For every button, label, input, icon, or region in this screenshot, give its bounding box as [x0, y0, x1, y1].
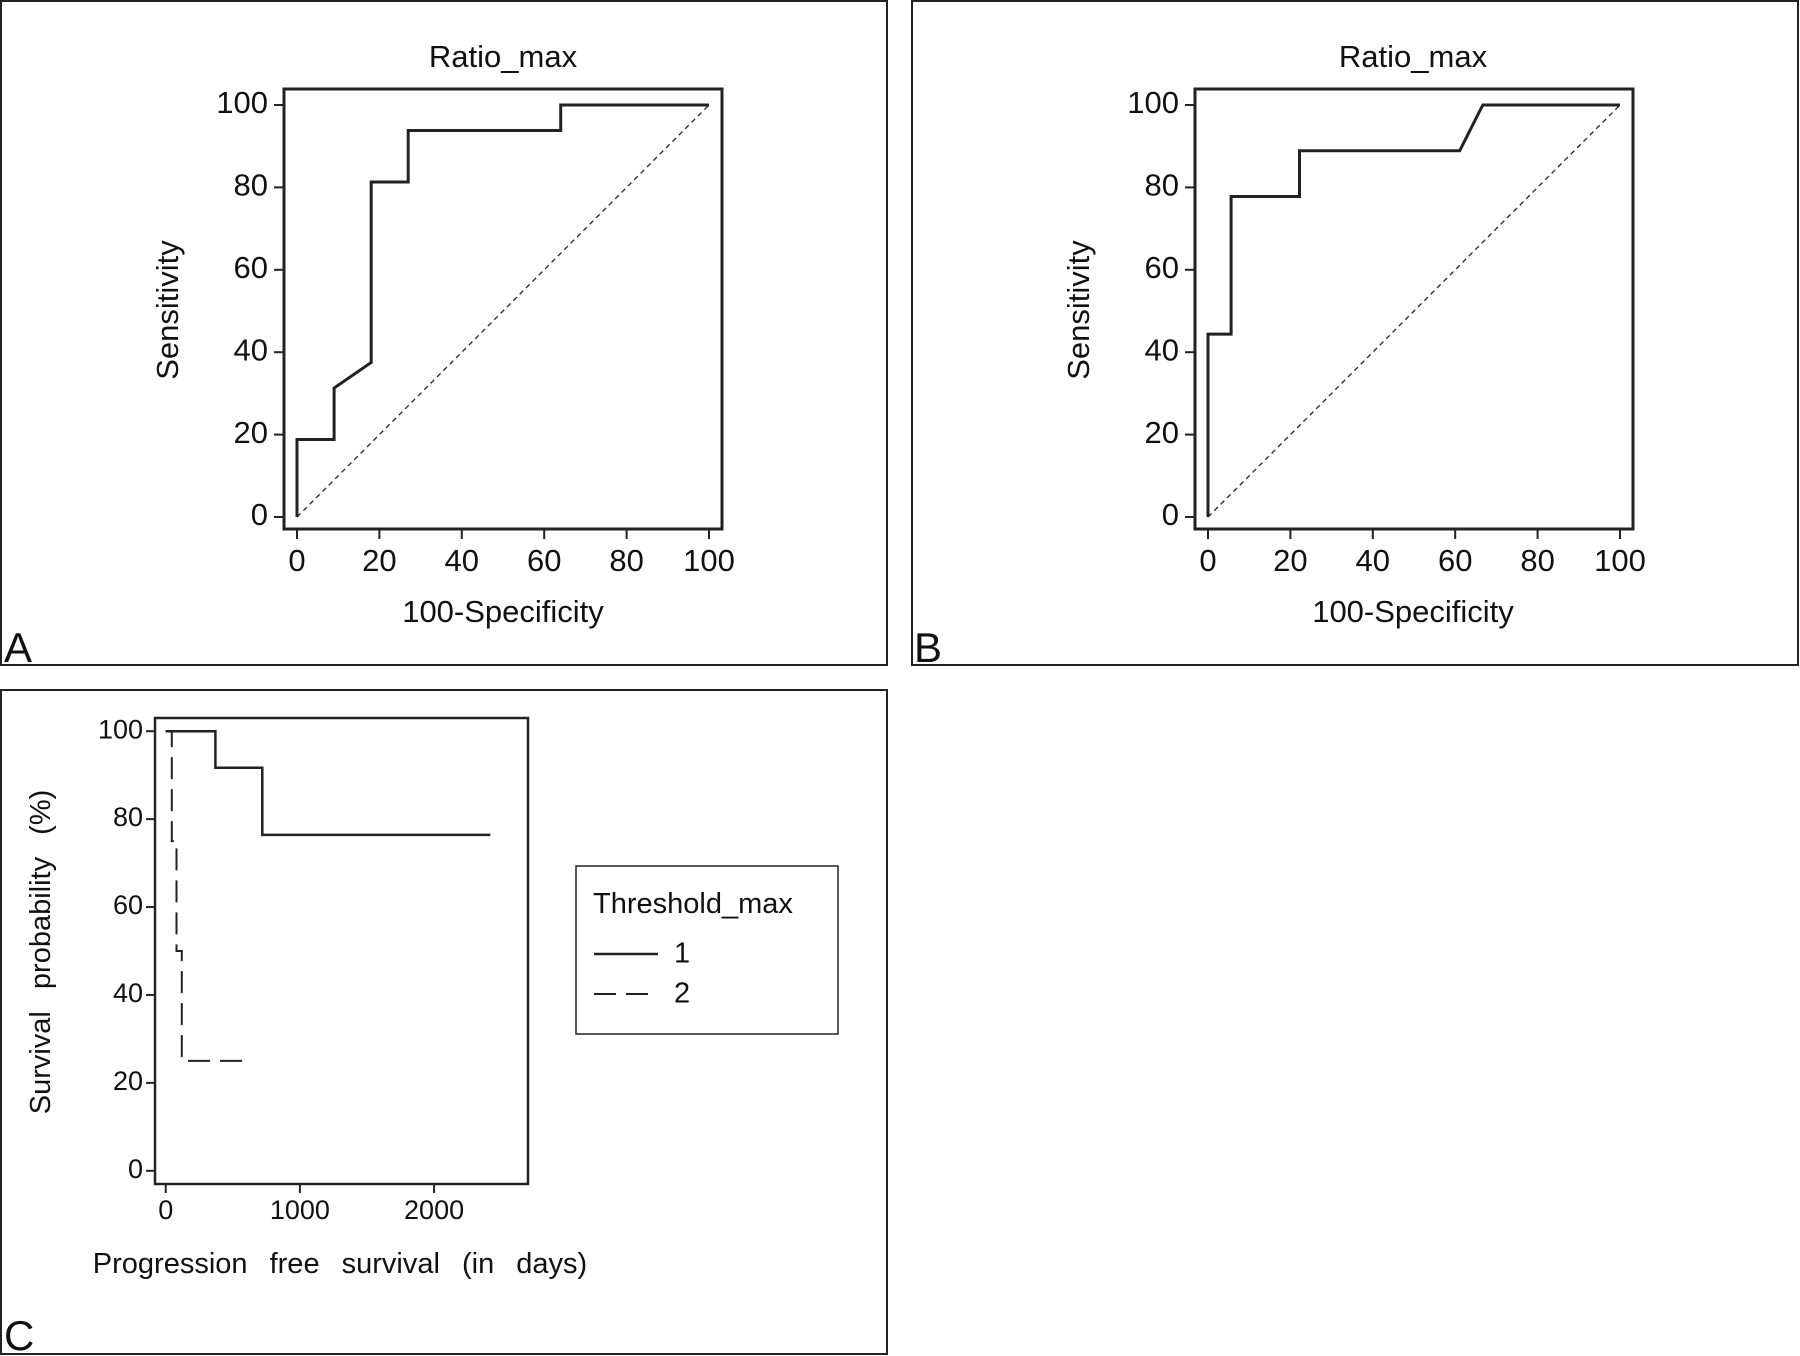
- c-y-tick-label: 20: [113, 1066, 143, 1096]
- panel-c-chart: 0 1000 2000 0 20 40 60 80 100 Progression free …: [25, 714, 839, 1280]
- panel-b-y-axis-label: Sensitivity: [1061, 240, 1096, 380]
- b-x-tick-label: 100: [1594, 543, 1646, 578]
- a-y-tick-label: 40: [234, 332, 268, 367]
- c-y-tick-label: 0: [128, 1154, 143, 1184]
- a-y-tick-label: 80: [234, 168, 268, 203]
- panel-c-y-axis-label: Survival probability (%): [25, 790, 57, 1115]
- a-x-tick-label: 80: [609, 543, 643, 578]
- panel-a-title: Ratio_max: [429, 39, 578, 74]
- b-x-tick-label: 0: [1199, 543, 1216, 578]
- a-y-tick-label: 100: [216, 85, 268, 120]
- b-x-tick-label: 20: [1273, 543, 1307, 578]
- panel-b-roc-curve: [1206, 103, 1620, 517]
- panel-b-letter: B: [914, 624, 942, 671]
- b-x-tick-label: 80: [1520, 543, 1554, 578]
- panel-b-plot-area: [1193, 87, 1635, 531]
- panel-c-x-ticks: 0 1000 2000: [158, 1184, 464, 1225]
- panel-a-frame: [0, 0, 888, 666]
- panel-b-frame: [911, 0, 1799, 666]
- panel-a-y-axis-label: Sensitivity: [150, 240, 185, 380]
- a-y-tick-label: 0: [251, 497, 268, 532]
- b-y-tick-label: 80: [1145, 168, 1179, 203]
- panel-b-title: Ratio_max: [1339, 39, 1488, 74]
- legend-series-1-label: 1: [674, 938, 690, 970]
- a-x-tick-label: 40: [445, 543, 479, 578]
- c-y-tick-label: 60: [113, 890, 143, 920]
- b-x-tick-label: 60: [1438, 543, 1472, 578]
- a-x-tick-label: 100: [683, 543, 735, 578]
- b-y-tick-label: 20: [1145, 415, 1179, 450]
- panel-c-x-axis-label: Progression free survival (in days): [93, 1248, 587, 1280]
- panel-a-x-ticks: 0 20 40 60 80 100: [288, 529, 735, 578]
- c-x-tick-label: 2000: [404, 1195, 464, 1225]
- b-y-tick-label: 40: [1145, 332, 1179, 367]
- c-x-tick-label: 1000: [270, 1195, 330, 1225]
- panel-c-y-ticks: 0 20 40 60 80 100: [98, 714, 155, 1184]
- c-x-tick-label: 0: [158, 1195, 173, 1225]
- panel-b-x-ticks: 0 20 40 60 80 100: [1199, 529, 1646, 578]
- b-x-tick-label: 40: [1356, 543, 1390, 578]
- legend-title: Threshold_max: [593, 888, 793, 920]
- panel-a-reference-diagonal: [296, 104, 710, 518]
- panel-a-x-axis-label: 100-Specificity: [402, 594, 604, 629]
- a-y-tick-label: 20: [234, 415, 268, 450]
- a-x-tick-label: 60: [527, 543, 561, 578]
- panel-b-x-axis-label: 100-Specificity: [1312, 594, 1514, 629]
- panel-c-plot-area: [153, 716, 530, 1186]
- legend-box: [575, 865, 839, 1035]
- panel-a-plot-area: [282, 87, 724, 531]
- panel-c-legend: Threshold_max 1 2: [575, 865, 839, 1035]
- b-y-tick-label: 100: [1127, 85, 1179, 120]
- a-x-tick-label: 0: [288, 543, 305, 578]
- panel-b-chart: Ratio_max 0 20 40 60 80 100 0 20 40 60 80 100 100-…: [1061, 39, 1646, 629]
- c-y-tick-label: 80: [113, 802, 143, 832]
- b-y-tick-label: 60: [1145, 250, 1179, 285]
- panel-c-series-1-curve: [165, 729, 491, 837]
- panel-b-y-ticks: 0 20 40 60 80 100: [1127, 85, 1195, 532]
- panel-b-reference-diagonal: [1207, 104, 1621, 518]
- a-x-tick-label: 20: [362, 543, 396, 578]
- c-y-tick-label: 40: [113, 978, 143, 1008]
- c-y-tick-label: 100: [98, 714, 143, 744]
- b-y-tick-label: 0: [1162, 497, 1179, 532]
- panel-a-y-ticks: 0 20 40 60 80 100: [216, 85, 284, 532]
- a-y-tick-label: 60: [234, 250, 268, 285]
- panel-c-letter: C: [4, 1312, 34, 1356]
- panel-a-letter: A: [4, 624, 32, 671]
- panel-a-roc-curve: [295, 103, 709, 517]
- legend-series-2-label: 2: [674, 978, 690, 1010]
- panel-c-series-2-curve: [165, 730, 247, 1062]
- panel-a-chart: Ratio_max 0 20 40 60 80 100 0 20 40 60 80 100 100-…: [150, 39, 735, 629]
